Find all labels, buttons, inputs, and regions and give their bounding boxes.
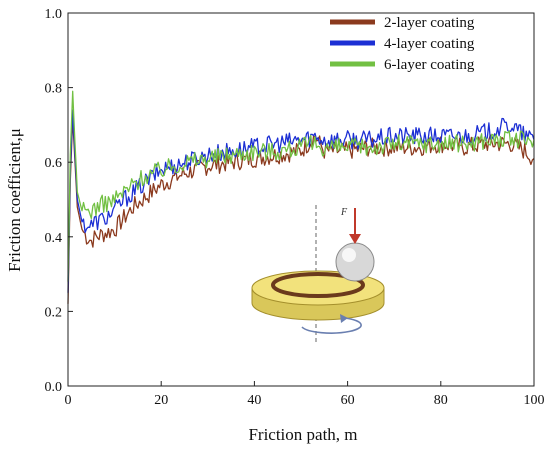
series-layer bbox=[67, 90, 535, 304]
x-tick-label: 0 bbox=[65, 393, 72, 408]
axes-layer: 0 20 40 60 80 100 0.0 0.2 0.4 0.6 0.8 1.0 bbox=[45, 7, 545, 408]
inset-ball bbox=[335, 242, 375, 282]
series-line-3 bbox=[67, 90, 535, 282]
y-tick-label: 0.0 bbox=[45, 380, 63, 395]
inset-ball-highlight bbox=[342, 248, 356, 262]
series-line-2 bbox=[67, 109, 535, 293]
x-tick-label: 60 bbox=[341, 393, 355, 408]
legend-label-3: 6-layer coating bbox=[384, 57, 475, 73]
legend-label-1: 2-layer coating bbox=[384, 15, 475, 31]
inset-wear-track bbox=[271, 272, 365, 298]
y-tick-label: 1.0 bbox=[45, 7, 63, 22]
y-tick-label: 0.6 bbox=[45, 156, 63, 171]
inset-rotation-arrowhead bbox=[340, 314, 348, 323]
inset-force-label: F bbox=[340, 207, 348, 218]
x-axis-label: Friction path, m bbox=[248, 425, 357, 444]
y-axis-label: Friction coefficient,μ bbox=[5, 128, 24, 272]
inset-force-arrow-head bbox=[349, 234, 361, 244]
inset-rotation-arrow bbox=[301, 317, 362, 334]
legend: 2-layer coating 4-layer coating 6-layer co… bbox=[330, 15, 475, 73]
tribometer-inset: F bbox=[251, 205, 385, 345]
y-tick-label: 0.4 bbox=[45, 231, 63, 246]
legend-label-2: 4-layer coating bbox=[384, 36, 475, 52]
y-tick-label: 0.2 bbox=[45, 305, 63, 320]
x-tick-label: 100 bbox=[524, 393, 545, 408]
x-tick-label: 80 bbox=[434, 393, 448, 408]
y-tick-label: 0.8 bbox=[45, 82, 63, 97]
x-tick-label: 20 bbox=[154, 393, 168, 408]
plot-frame bbox=[67, 12, 535, 387]
x-tick-label: 40 bbox=[247, 393, 261, 408]
